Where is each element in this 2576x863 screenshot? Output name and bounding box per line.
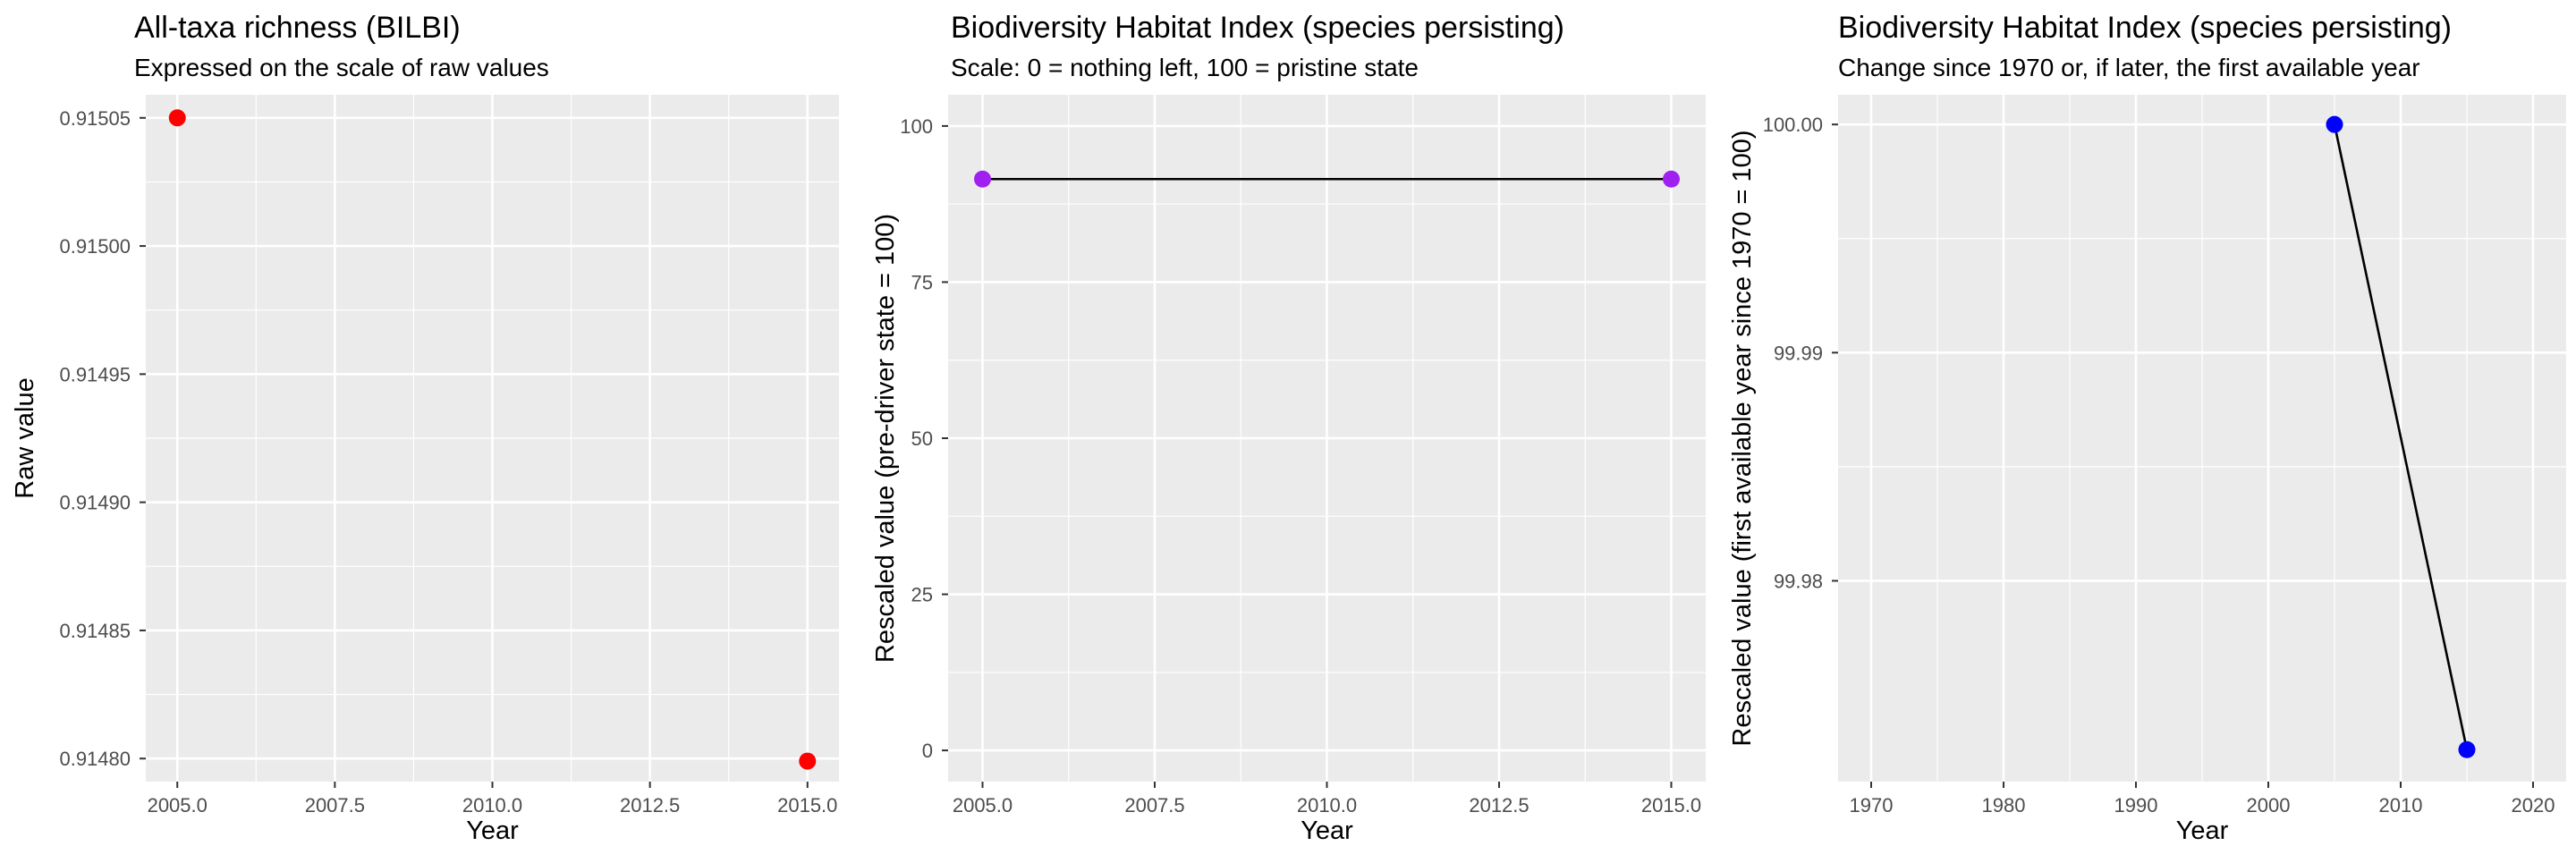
x-tick-label: 2010 (2379, 794, 2423, 816)
x-tick-label: 2010.0 (1297, 794, 1357, 816)
chart-title: Biodiversity Habitat Index (species pers… (1838, 11, 2452, 45)
y-tick-label: 25 (911, 584, 933, 606)
y-tick-label: 75 (911, 271, 933, 293)
x-tick-label: 1970 (1850, 794, 1894, 816)
data-point (799, 752, 817, 770)
x-tick-label: 2007.5 (305, 794, 365, 816)
chart-title: All-taxa richness (BILBI) (134, 11, 461, 45)
x-tick-label: 1990 (2114, 794, 2158, 816)
chart-title: Biodiversity Habitat Index (species pers… (951, 11, 1564, 45)
y-tick-label: 50 (911, 427, 933, 450)
data-point (974, 170, 991, 188)
x-tick-label: 2015.0 (777, 794, 837, 816)
y-tick-label: 99.99 (1774, 342, 1823, 364)
y-axis-title: Rescaled value (pre-driver state = 100) (871, 214, 900, 663)
data-point (2326, 115, 2343, 133)
x-tick-label: 2012.5 (620, 794, 680, 816)
chart-subtitle: Change since 1970 or, if later, the firs… (1838, 54, 2420, 81)
y-tick-label: 99.98 (1774, 570, 1823, 592)
y-axis-title: Raw value (11, 377, 39, 498)
x-tick-label: 2000 (2247, 794, 2291, 816)
y-tick-label: 0.91480 (59, 748, 131, 770)
x-tick-label: 2010.0 (462, 794, 522, 816)
x-axis-title: Year (466, 816, 519, 845)
chart-subtitle: Scale: 0 = nothing left, 100 = pristine … (951, 54, 1419, 81)
y-tick-label: 0 (922, 740, 933, 762)
y-tick-label: 0.91505 (59, 107, 131, 130)
data-point (2458, 740, 2476, 758)
y-tick-label: 0.91490 (59, 492, 131, 514)
series-line (2333, 123, 2469, 750)
x-axis-title: Year (2176, 816, 2229, 845)
chart-panel-1: All-taxa richness (BILBI) Expressed on th… (11, 11, 839, 845)
x-tick-label: 2015.0 (1641, 794, 1701, 816)
y-axis-title: Rescaled value (first available year sin… (1728, 130, 1757, 746)
x-tick-label: 2020 (2512, 794, 2555, 816)
x-tick-label: 2005.0 (953, 794, 1013, 816)
x-axis-title: Year (1301, 816, 1353, 845)
y-tick-label: 100.00 (1763, 114, 1823, 136)
x-tick-label: 2007.5 (1124, 794, 1184, 816)
chart-panel-3: Biodiversity Habitat Index (species pers… (1728, 11, 2566, 845)
y-tick-label: 0.91485 (59, 620, 131, 642)
data-point (1663, 170, 1680, 188)
y-tick-label: 0.91495 (59, 363, 131, 385)
y-tick-label: 100 (900, 115, 933, 138)
chart-subtitle: Expressed on the scale of raw values (134, 54, 549, 81)
x-tick-label: 2005.0 (148, 794, 208, 816)
data-point (168, 109, 186, 127)
x-tick-label: 1980 (1982, 794, 2026, 816)
x-tick-label: 2012.5 (1469, 794, 1529, 816)
chart-panel-2: Biodiversity Habitat Index (species pers… (871, 11, 1706, 845)
y-tick-label: 0.91500 (59, 235, 131, 258)
